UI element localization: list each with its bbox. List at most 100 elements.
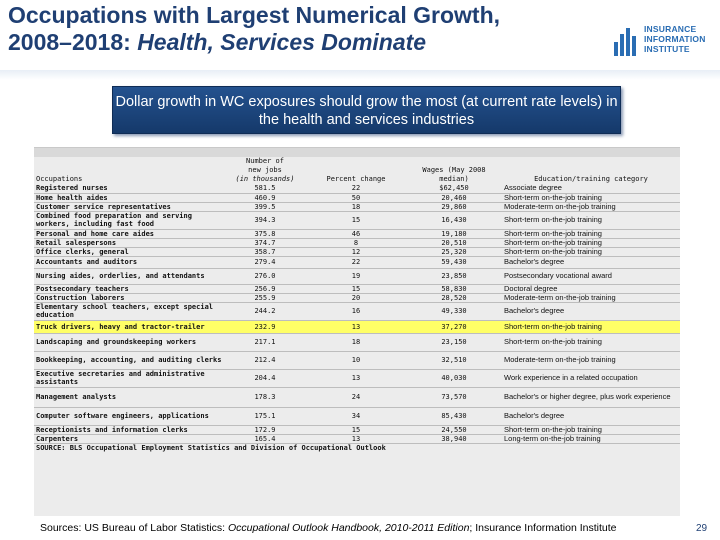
cell-education: Moderate-term on-the-job training	[502, 293, 680, 303]
occupations-table-image: Occupations Number of new jobs (in thousa…	[34, 147, 680, 516]
table-row: Home health aides 460.9 50 20,460 Short-term…	[34, 193, 680, 203]
table-row: Landscaping and groundskeeping workers 21…	[34, 333, 680, 352]
cell-percent: 15	[306, 211, 406, 230]
table-row: Construction laborers 255.9 20 28,520 Modera…	[34, 293, 680, 303]
cell-wages: 25,320	[406, 247, 502, 257]
cell-education: Long-term on-the-job training	[502, 434, 680, 444]
table-top-stripe	[34, 148, 680, 157]
cell-jobs: 279.4	[224, 256, 306, 269]
cell-wages: 16,430	[406, 211, 502, 230]
cell-percent: 10	[306, 351, 406, 370]
callout-banner: Dollar growth in WC exposures should gro…	[112, 86, 621, 134]
cell-jobs: 175.1	[224, 407, 306, 426]
table-row: Registered nurses 581.5 22 $62,450 Associate…	[34, 184, 680, 194]
cell-occupation: Elementary school teachers, except speci…	[34, 302, 224, 321]
cell-percent: 16	[306, 302, 406, 321]
sources-footer: Sources: US Bureau of Labor Statistics: …	[40, 522, 680, 534]
cell-wages: 37,270	[406, 320, 502, 334]
iii-logo-text: INSURANCE INFORMATION INSTITUTE	[644, 24, 706, 54]
cell-education: Associate degree	[502, 184, 680, 194]
header-divider	[0, 70, 720, 80]
cell-wages: 20,510	[406, 238, 502, 248]
cell-occupation: Computer software engineers, application…	[34, 407, 224, 426]
cell-jobs: 232.9	[224, 320, 306, 334]
cell-education: Short-term on-the-job training	[502, 425, 680, 435]
cell-education: Bachelor's degree	[502, 256, 680, 269]
table-row: Office clerks, general 358.7 12 25,320 Short…	[34, 247, 680, 257]
cell-education: Moderate-term on-the-job training	[502, 351, 680, 370]
cell-education: Bachelor's degree	[502, 407, 680, 426]
table-row: Computer software engineers, application…	[34, 407, 680, 426]
cell-percent: 24	[306, 387, 406, 408]
cell-wages: 19,180	[406, 229, 502, 239]
iii-logo: INSURANCE INFORMATION INSTITUTE	[614, 22, 714, 62]
header-percent: Percent change	[326, 175, 386, 183]
header-jobs: Number of new jobs (in thousands)	[224, 157, 306, 184]
cell-occupation: Truck drivers, heavy and tractor-trailer	[34, 320, 224, 334]
table-row: Customer service representatives 399.5 18 2…	[34, 202, 680, 212]
cell-education: Doctoral degree	[502, 284, 680, 294]
cell-percent: 22	[306, 256, 406, 269]
source-note-row: SOURCE: BLS Occupational Employment Stat…	[34, 443, 680, 452]
cell-percent: 18	[306, 333, 406, 352]
table-row: Postsecondary teachers 256.9 15 58,830 Docto…	[34, 284, 680, 294]
title-line-2-italic: Health, Services Dominate	[137, 29, 427, 55]
cell-jobs: 204.4	[224, 369, 306, 388]
cell-percent: 13	[306, 434, 406, 444]
cell-wages: 49,330	[406, 302, 502, 321]
cell-education: Short-term on-the-job training	[502, 333, 680, 352]
table-row: Combined food preparation and serving wo…	[34, 211, 680, 230]
cell-jobs: 460.9	[224, 193, 306, 203]
cell-occupation: Registered nurses	[34, 184, 224, 194]
cell-jobs: 358.7	[224, 247, 306, 257]
cell-jobs: 394.3	[224, 211, 306, 230]
cell-percent: 22	[306, 184, 406, 194]
logo-line-1: INSURANCE	[644, 24, 697, 34]
iii-logo-icon	[614, 26, 640, 56]
cell-wages: 23,150	[406, 333, 502, 352]
cell-percent: 13	[306, 320, 406, 334]
cell-occupation: Landscaping and groundskeeping workers	[34, 333, 224, 352]
cell-percent: 15	[306, 284, 406, 294]
logo-line-3: INSTITUTE	[644, 44, 690, 54]
cell-jobs: 374.7	[224, 238, 306, 248]
cell-wages: 28,520	[406, 293, 502, 303]
cell-occupation: Nursing aides, orderlies, and attendants	[34, 268, 224, 285]
cell-jobs: 178.3	[224, 387, 306, 408]
cell-wages: $62,450	[406, 184, 502, 194]
cell-percent: 15	[306, 425, 406, 435]
cell-wages: 23,850	[406, 268, 502, 285]
cell-education: Postsecondary vocational award	[502, 268, 680, 285]
cell-jobs: 375.8	[224, 229, 306, 239]
cell-occupation: Receptionists and information clerks	[34, 425, 224, 435]
table-row: Nursing aides, orderlies, and attendants…	[34, 268, 680, 285]
cell-education: Short-term on-the-job training	[502, 211, 680, 230]
cell-jobs: 276.0	[224, 268, 306, 285]
cell-occupation: Construction laborers	[34, 293, 224, 303]
logo-line-2: INFORMATION	[644, 34, 706, 44]
slide-title: Occupations with Largest Numerical Growt…	[8, 2, 608, 56]
cell-jobs: 399.5	[224, 202, 306, 212]
cell-jobs: 255.9	[224, 293, 306, 303]
cell-percent: 34	[306, 407, 406, 426]
cell-jobs: 581.5	[224, 184, 306, 194]
cell-education: Bachelor's or higher degree, plus work e…	[502, 387, 680, 408]
cell-wages: 58,830	[406, 284, 502, 294]
cell-occupation: Combined food preparation and serving wo…	[34, 211, 224, 230]
cell-jobs: 244.2	[224, 302, 306, 321]
cell-education: Short-term on-the-job training	[502, 238, 680, 248]
footer-italic: Occupational Outlook Handbook, 2010-2011…	[227, 522, 470, 534]
cell-occupation: Retail salespersons	[34, 238, 224, 248]
title-line-2: 2008–2018: Health, Services Dominate	[8, 29, 608, 56]
cell-education: Moderate-term on-the-job training	[502, 202, 680, 212]
cell-percent: 18	[306, 202, 406, 212]
header-occupations: Occupations	[36, 175, 83, 183]
cell-occupation: Accountants and auditors	[34, 256, 224, 269]
cell-percent: 8	[306, 238, 406, 248]
header-wages: Wages (May 2008 median)	[422, 166, 486, 183]
header-jobs-units: (in thousands)	[235, 175, 295, 183]
cell-percent: 13	[306, 369, 406, 388]
cell-occupation: Personal and home care aides	[34, 229, 224, 239]
cell-occupation: Executive secretaries and administrative…	[34, 369, 224, 388]
table-row: Bookkeeping, accounting, and auditing cl…	[34, 351, 680, 370]
